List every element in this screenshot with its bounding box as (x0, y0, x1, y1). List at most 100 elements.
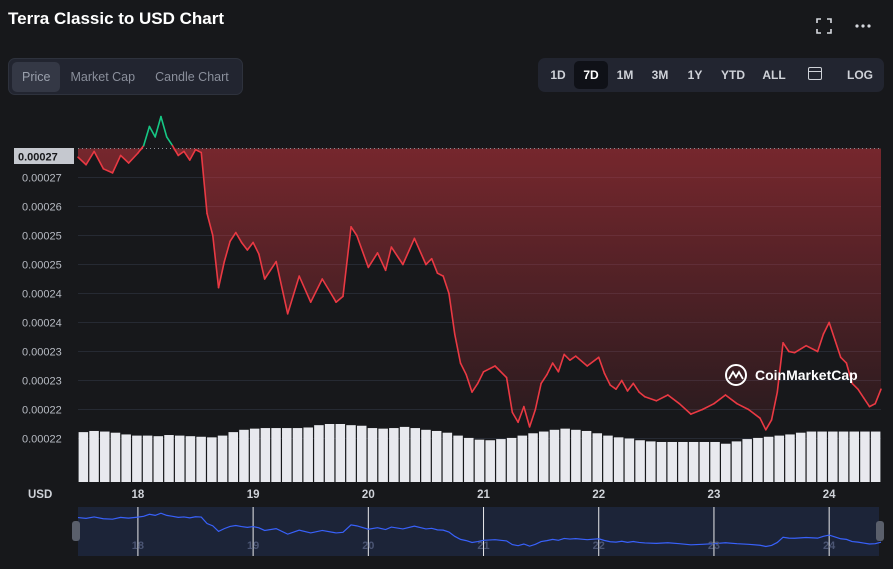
fullscreen-icon[interactable] (814, 16, 834, 36)
price-line-segment (546, 362, 554, 376)
price-line-segment (142, 125, 151, 147)
volume-bar (217, 435, 228, 482)
price-line-segment (736, 402, 750, 411)
price-line-segment (678, 402, 692, 415)
price-line-segment (834, 339, 842, 359)
navigator-left-handle[interactable] (72, 521, 80, 541)
view-type-switch: Price Market Cap Candle Chart (8, 58, 243, 95)
price-line-segment (776, 341, 784, 393)
volume-bar (399, 426, 410, 482)
volume-bar (731, 441, 742, 482)
tab-market-cap[interactable]: Market Cap (70, 69, 136, 84)
navigator-tick-label: 23 (708, 540, 720, 552)
price-line-segment (442, 275, 450, 295)
navigator-labels: 18 19 20 21 22 23 24 (132, 540, 836, 552)
range-log[interactable]: LOG (847, 68, 873, 82)
navigator-right-handle[interactable] (876, 521, 884, 541)
x-axis-labels: 18 19 20 21 22 23 24 (132, 489, 837, 501)
more-options-icon[interactable] (853, 16, 873, 36)
price-line-segment (93, 150, 105, 170)
tab-price[interactable]: Price (12, 61, 61, 92)
volume-bar (389, 428, 399, 482)
price-line-segment (747, 408, 761, 420)
volume-bar (753, 437, 763, 482)
range-1d[interactable]: 1D (550, 68, 566, 82)
price-line-segment (448, 292, 456, 335)
range-7d[interactable]: 7D (574, 61, 608, 89)
volume-bar (838, 431, 849, 482)
price-line-segment (119, 154, 130, 164)
price-line-segment (839, 356, 848, 364)
price-line-segment (321, 278, 335, 299)
volume-bar (110, 432, 121, 482)
range-navigator[interactable]: 18 19 20 21 22 23 24 (72, 507, 884, 556)
price-line-segment (574, 355, 589, 367)
navigator-background (78, 507, 879, 556)
price-line-segment (557, 353, 565, 373)
price-line-segment (436, 272, 445, 277)
current-price-label: 0.00027 (18, 152, 58, 164)
y-tick-label: 0.00023 (22, 376, 62, 388)
price-line-segment (223, 240, 231, 263)
price-line-segment (188, 148, 197, 161)
price-line-segment (528, 408, 537, 428)
volume-bar (249, 428, 260, 482)
volume-bar (207, 437, 217, 482)
volume-bar (239, 429, 249, 482)
volume-bar (346, 425, 356, 482)
y-tick-label: 0.00025 (22, 231, 62, 243)
range-all[interactable]: ALL (762, 68, 786, 82)
price-line-segment (586, 356, 600, 367)
volume-bar (260, 428, 271, 482)
range-1m[interactable]: 1M (616, 68, 634, 82)
price-line-segment (667, 394, 681, 405)
price-line-segment (644, 395, 658, 402)
volume-bar (410, 428, 421, 482)
volume-bar (442, 432, 453, 482)
price-line-segment (782, 341, 790, 353)
price-line-segment (286, 275, 300, 315)
volume-bar (592, 433, 603, 482)
volume-bar (453, 435, 463, 482)
price-line-segment (137, 144, 145, 154)
price-line-segment (494, 365, 508, 379)
volume-bar (464, 437, 474, 482)
navigator-tick-label: 18 (132, 540, 144, 552)
price-line-segment (171, 144, 180, 157)
calendar-icon[interactable] (808, 67, 822, 80)
volume-bar (528, 433, 538, 482)
tab-candle-chart[interactable]: Candle Chart (155, 69, 229, 84)
price-line-segment (788, 350, 796, 354)
navigator-grid (137, 507, 830, 556)
price-line-segment (127, 152, 139, 164)
volume-bar (174, 435, 185, 482)
range-1y[interactable]: 1Y (687, 68, 703, 82)
volume-bar (646, 441, 656, 482)
price-line-segment (335, 295, 344, 304)
price-line-segment (356, 234, 370, 269)
volume-bar (785, 434, 795, 482)
volume-bar (367, 428, 378, 482)
volume-bar (356, 425, 367, 482)
price-line-segment (183, 150, 191, 161)
price-line-segment (551, 362, 560, 373)
price-line-segment (413, 237, 427, 266)
price-line-segment (563, 353, 571, 362)
volume-bar (560, 428, 570, 482)
volume-bar (870, 431, 881, 482)
volume-bar (431, 430, 442, 482)
range-ytd[interactable]: YTD (721, 68, 745, 82)
volume-bar (549, 429, 560, 482)
price-line-segment (603, 372, 612, 386)
range-3m[interactable]: 3M (651, 68, 669, 82)
price-line-segment (206, 212, 214, 237)
volume-bar (603, 435, 613, 482)
volume-bar (860, 431, 870, 482)
price-line-segment (384, 246, 393, 272)
volume-bar (271, 428, 281, 482)
volume-bar (485, 440, 495, 482)
volume-bar (688, 441, 699, 482)
price-line-segment (246, 241, 254, 251)
volume-bar (763, 436, 774, 482)
volume-bar (581, 430, 592, 482)
